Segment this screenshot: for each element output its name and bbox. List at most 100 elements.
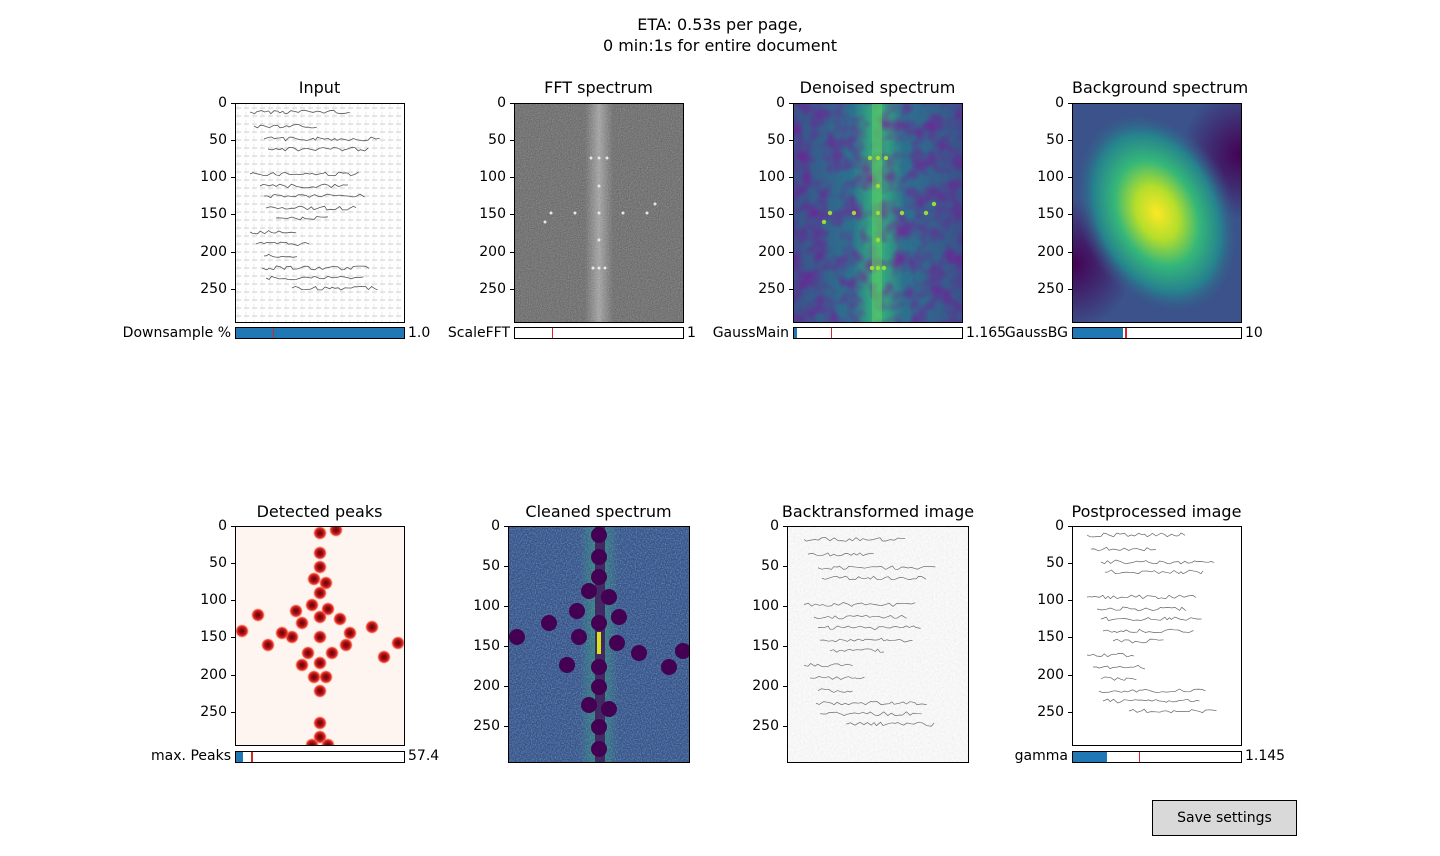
y-tick-label: 0: [491, 518, 500, 534]
gaussmain-slider[interactable]: [793, 327, 963, 339]
denoised-spectrum-image: [794, 104, 962, 322]
detected-peak: [305, 738, 319, 745]
handwriting-stroke: [1093, 664, 1146, 670]
detected-peak: [289, 604, 303, 618]
y-tick-mark: [231, 214, 235, 216]
y-tick-mark: [231, 177, 235, 179]
postprocessed-image-panel: [1072, 526, 1242, 746]
y-tick-label: 100: [752, 598, 779, 615]
spectrum-peak: [573, 211, 577, 215]
y-tick-label: 150: [752, 638, 779, 655]
y-tick-label: 100: [1037, 169, 1064, 186]
spectrum-peak: [899, 210, 905, 216]
y-tick-label: 250: [752, 718, 779, 735]
y-tick-label: 150: [200, 206, 227, 223]
y-tick-mark: [1068, 251, 1072, 253]
detected-peak: [261, 638, 275, 652]
spectrum-peak: [851, 210, 857, 216]
handwriting-stroke: [1100, 616, 1202, 622]
handwriting-stroke: [275, 216, 328, 221]
spectrum-peak: [591, 679, 607, 695]
detected-peak: [301, 646, 315, 660]
slider-value-gaussmain: 1.165: [966, 325, 1007, 341]
handwriting-stroke: [1086, 594, 1197, 600]
handwriting-stroke: [817, 565, 936, 570]
y-tick-label: 250: [479, 280, 506, 297]
y-tick-label: 150: [473, 638, 500, 655]
panel-title-cleaned: Cleaned spectrum: [525, 502, 672, 521]
spectrum-peak: [653, 202, 657, 206]
y-tick-mark: [1068, 140, 1072, 142]
spectrum-peak: [591, 719, 607, 735]
y-tick-label: 200: [473, 678, 500, 695]
y-tick-mark: [504, 526, 508, 527]
handwriting-stroke: [1104, 569, 1204, 575]
background-spectrum-panel: [1072, 103, 1242, 323]
downsample-slider-fill: [236, 328, 404, 338]
spectrum-peak: [609, 635, 625, 651]
y-tick-mark: [510, 103, 514, 104]
scalefft-slider[interactable]: [514, 327, 684, 339]
y-tick-mark: [1068, 600, 1072, 602]
y-tick-label: 200: [752, 678, 779, 695]
y-tick-label: 200: [758, 243, 785, 260]
save-settings-button[interactable]: Save settings: [1152, 800, 1297, 836]
y-tick-label: 150: [1037, 206, 1064, 223]
gamma-slider[interactable]: [1072, 751, 1242, 763]
detected-peak: [365, 620, 379, 634]
spectrum-peak: [601, 701, 617, 717]
y-tick-mark: [231, 600, 235, 602]
gamma-slider-init-marker: [1138, 752, 1141, 762]
panel-title-background: Background spectrum: [1072, 78, 1249, 97]
postprocessed-image: [1073, 527, 1241, 745]
handwriting-stroke: [813, 614, 907, 620]
y-tick-label: 200: [200, 666, 227, 683]
slider-label-gamma: gamma: [1014, 748, 1068, 764]
gaussmain-slider-init-marker: [830, 328, 833, 338]
y-tick-label: 100: [758, 169, 785, 186]
spectrum-peak: [591, 549, 607, 565]
maxpeaks-slider-init-marker: [251, 752, 253, 762]
detected-peaks-panel: [235, 526, 405, 746]
detected-peaks-image: [236, 527, 404, 745]
spectrum-peak: [591, 266, 595, 270]
denoised-spectrum-panel: [793, 103, 963, 323]
y-tick-mark: [504, 606, 508, 608]
y-tick-label: 150: [479, 206, 506, 223]
y-tick-mark: [510, 177, 514, 179]
y-tick-mark: [789, 103, 793, 104]
slider-value-gaussbg: 10: [1245, 325, 1263, 341]
detected-peak: [295, 616, 309, 630]
slider-label-maxpeaks: max. Peaks: [151, 748, 231, 764]
spectrum-peak: [605, 156, 609, 160]
y-tick-mark: [231, 288, 235, 290]
y-tick-mark: [231, 563, 235, 565]
handwriting-stroke: [829, 648, 885, 653]
y-tick-label: 0: [218, 518, 227, 534]
downsample-slider[interactable]: [235, 327, 405, 339]
detected-peak: [236, 624, 249, 638]
detected-peak: [313, 546, 327, 560]
slider-value-gamma: 1.145: [1245, 748, 1286, 764]
spectrum-peak: [931, 201, 937, 207]
y-tick-label: 200: [200, 243, 227, 260]
y-tick-mark: [510, 251, 514, 253]
maxpeaks-slider[interactable]: [235, 751, 405, 763]
detected-peak: [251, 608, 265, 622]
y-tick-label: 250: [473, 718, 500, 735]
downsample-slider-init-marker: [272, 328, 275, 338]
panel-title-peaks: Detected peaks: [256, 502, 383, 521]
handwriting-stroke: [845, 721, 935, 727]
handwriting-stroke: [253, 123, 317, 129]
detected-peak: [333, 612, 347, 626]
detected-peak: [339, 638, 353, 652]
y-tick-mark: [1068, 711, 1072, 713]
spectrum-peak: [883, 155, 889, 161]
spectrum-peak: [601, 589, 617, 605]
handwriting-stroke: [817, 625, 921, 630]
gaussbg-slider-fill: [1073, 328, 1124, 338]
gaussbg-slider[interactable]: [1072, 327, 1242, 339]
y-tick-mark: [1068, 563, 1072, 565]
handwriting-stroke: [803, 663, 853, 668]
y-tick-label: 0: [1055, 95, 1064, 111]
